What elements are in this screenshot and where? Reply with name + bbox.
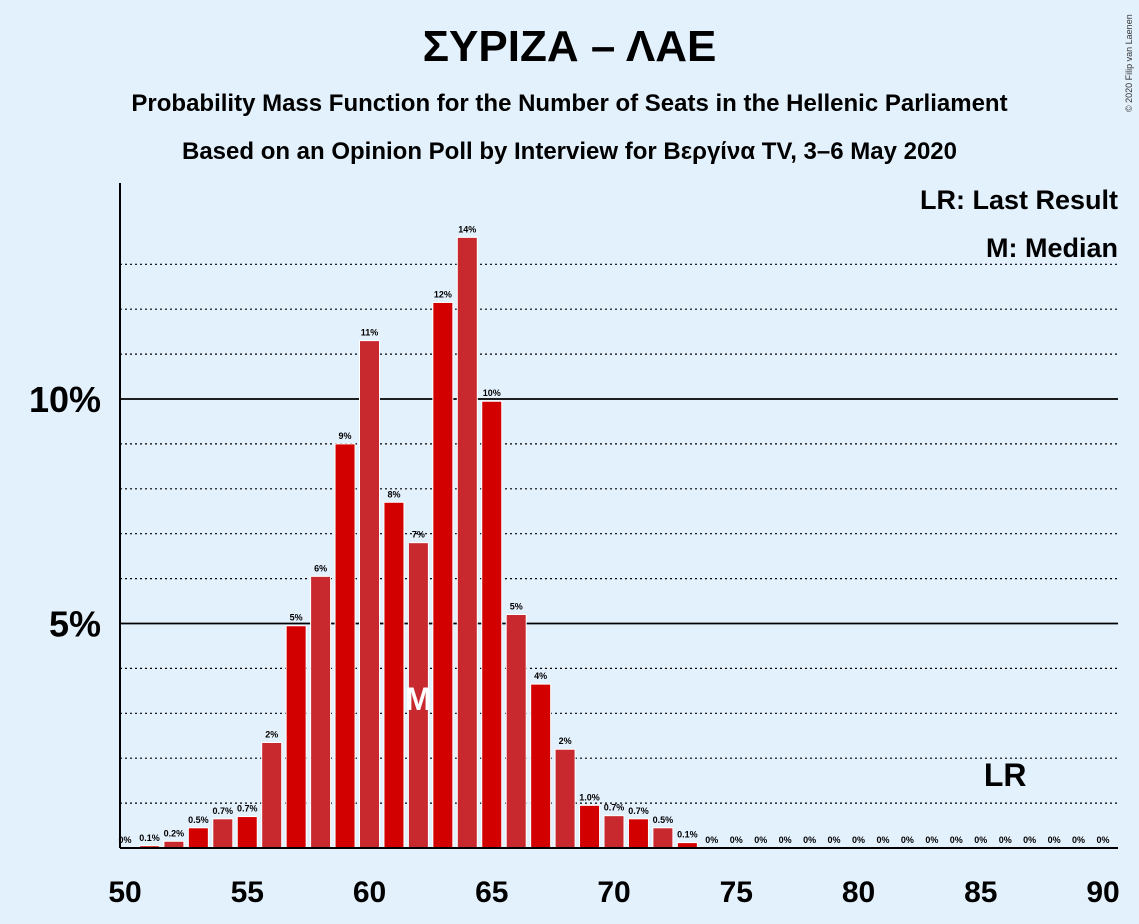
bar-label-81: 0% [876,835,889,845]
bar-label-55: 0.7% [237,804,258,814]
bar-seat-52 [163,840,185,849]
bar-label-68: 2% [559,736,572,746]
bar-seat-70 [603,815,625,849]
bar-seat-68 [554,748,576,849]
bar-label-70: 0.7% [604,803,625,813]
bar-label-69: 1.0% [579,792,600,802]
median-marker: M [405,681,432,717]
y-tick-10: 10% [29,379,101,420]
bar-label-79: 0% [828,835,841,845]
bar-label-54: 0.7% [213,806,234,816]
chart-title: ΣΥΡΙΖΑ – ΛΑΕ [422,22,717,71]
bar-label-75: 0% [730,835,743,845]
x-tick-55: 55 [231,876,264,909]
bar-label-84: 0% [950,835,963,845]
bar-seat-59 [334,443,356,849]
bar-label-88: 0% [1048,835,1061,845]
bar-seat-64 [456,236,478,849]
x-tick-labels: 50 55 60 65 70 75 80 85 90 [108,876,1119,909]
bar-label-73: 0.1% [677,830,698,840]
x-tick-60: 60 [353,876,386,909]
x-tick-80: 80 [842,876,875,909]
bar-label-80: 0% [852,835,865,845]
axes [119,183,1118,849]
bar-seat-54 [212,818,234,849]
bar-label-85: 0% [974,835,987,845]
bar-seat-66 [505,614,527,849]
bar-label-61: 8% [387,489,400,499]
bar-label-89: 0% [1072,835,1085,845]
bar-label-64: 14% [458,224,476,234]
bars [138,236,698,849]
y-tick-5: 5% [49,604,101,645]
bar-label-76: 0% [754,835,767,845]
markers: M LR [405,681,1026,793]
bar-seat-63 [432,301,454,849]
chart-subtitle: Probability Mass Function for the Number… [131,90,1008,117]
bar-label-63: 12% [434,289,452,299]
y-tick-labels: 5% 10% [29,379,101,645]
bar-label-90: 0% [1096,835,1109,845]
bar-seat-61 [383,501,405,849]
bar-label-60: 11% [361,328,379,338]
x-tick-85: 85 [964,876,997,909]
bar-seat-60 [359,340,380,849]
bar-label-52: 0.2% [164,828,185,838]
bar-label-87: 0% [1023,835,1036,845]
chart-subtitle-source: Based on an Opinion Poll by Interview fo… [181,138,957,165]
bar-seat-69 [579,804,601,849]
bar-label-82: 0% [901,835,914,845]
x-tick-75: 75 [720,876,753,909]
legend-median: M: Median [986,233,1118,263]
bar-label-78: 0% [803,835,816,845]
bar-seat-58 [310,575,332,849]
bar-label-72: 0.5% [653,815,674,825]
bar-label-86: 0% [999,835,1012,845]
legend-last-result: LR: Last Result [920,185,1118,215]
bar-label-62: 7% [412,530,425,540]
x-tick-65: 65 [475,876,508,909]
bar-label-74: 0% [705,835,718,845]
bar-label-66: 5% [510,602,523,612]
x-tick-90: 90 [1086,876,1119,909]
bar-seat-72 [652,827,674,849]
bar-seat-56 [261,741,283,849]
bar-label-59: 9% [339,431,352,441]
bar-label-53: 0.5% [188,815,209,825]
bar-label-57: 5% [290,613,303,623]
bar-label-51: 0.1% [139,833,160,843]
x-tick-50: 50 [108,876,141,909]
last-result-marker: LR [984,757,1027,793]
bar-seat-67 [530,683,552,849]
bar-label-71: 0.7% [628,806,649,816]
gridlines [120,263,1118,804]
bar-label-83: 0% [925,835,938,845]
bar-label-56: 2% [265,729,278,739]
bar-labels: 0% 0.1% 0.2%0.5%0.7% 0.7%2%5%6%9%11%8%7%12%… [118,224,1109,845]
bar-label-77: 0% [779,835,792,845]
bar-label-67: 4% [534,671,547,681]
bar-seat-57 [285,625,307,849]
bar-seat-53 [187,827,209,849]
bar-label-50: 0% [118,835,131,845]
bar-label-58: 6% [314,563,327,573]
bar-seat-65 [481,400,503,849]
bar-label-65: 10% [483,388,501,398]
bar-seat-71 [627,818,649,849]
x-tick-70: 70 [597,876,630,909]
bar-seat-55 [236,816,258,849]
